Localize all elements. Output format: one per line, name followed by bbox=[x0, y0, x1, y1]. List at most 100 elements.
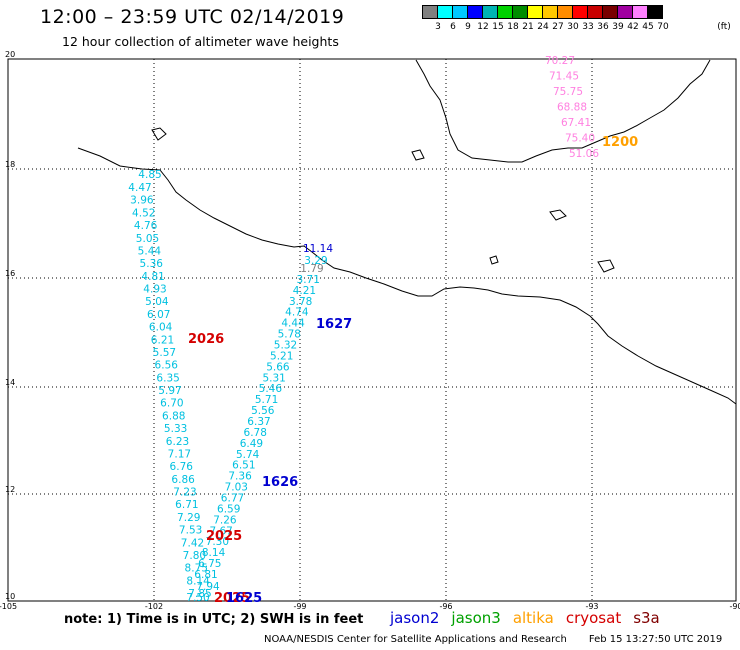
legend-s3a: s3a bbox=[633, 609, 660, 627]
coastline bbox=[77, 59, 737, 405]
overlap-track-labels: 4.85 11.143.29 7.947.50 bbox=[138, 169, 333, 604]
color-scale-label: 42 bbox=[627, 22, 639, 32]
wave-height-label: 5.97 bbox=[158, 385, 181, 397]
wave-height-label: 5.57 bbox=[153, 347, 176, 359]
island-5 bbox=[489, 255, 499, 265]
wave-height-label: 6.88 bbox=[162, 410, 185, 422]
island-2 bbox=[411, 149, 425, 161]
pass-time-label: 2026 bbox=[188, 332, 224, 347]
color-scale-label: 21 bbox=[522, 22, 534, 32]
longitude-tick-label: -90 bbox=[729, 602, 740, 611]
wave-height-label: 6.75 bbox=[198, 558, 221, 570]
wave-height-label: 7.17 bbox=[168, 448, 191, 460]
wave-height-label: 71.45 bbox=[549, 71, 579, 83]
wave-height-label: 6.49 bbox=[240, 438, 263, 450]
wave-height-label: 7.50 bbox=[186, 592, 209, 604]
wave-height-label: 5.56 bbox=[251, 405, 275, 417]
wave-height-label: 6.07 bbox=[147, 309, 170, 321]
wave-height-label: 3.29 bbox=[304, 255, 327, 267]
units-note: note: 1) Time is in UTC; 2) SWH is in fe… bbox=[64, 612, 364, 627]
pass-time-label: 2025 bbox=[214, 591, 250, 606]
latitude-tick-label: 10 bbox=[5, 592, 15, 601]
wave-height-label: 75.75 bbox=[553, 86, 583, 98]
color-scale-label: 12 bbox=[477, 22, 489, 32]
wave-height-label: 3.78 bbox=[289, 296, 312, 308]
color-scale-label: 30 bbox=[567, 22, 579, 32]
color-scale-label: 33 bbox=[582, 22, 594, 32]
wave-height-label: 6.77 bbox=[221, 493, 244, 505]
color-scale-label: 70 bbox=[657, 22, 669, 32]
wave-height-label: 6.23 bbox=[166, 436, 189, 448]
color-scale-label: 36 bbox=[597, 22, 609, 32]
wave-height-label: 7.80 bbox=[183, 550, 206, 562]
wave-height-label: 6.35 bbox=[156, 372, 179, 384]
color-scale-bar bbox=[422, 5, 663, 19]
color-scale-label: 15 bbox=[492, 22, 504, 32]
footer: NOAA/NESDIS Center for Satellite Applica… bbox=[242, 634, 722, 645]
wave-height-label: 7.29 bbox=[177, 512, 200, 524]
longitude-tick-label: -96 bbox=[439, 602, 452, 611]
wave-height-label: 6.59 bbox=[217, 503, 240, 515]
color-scale-label: 9 bbox=[465, 22, 471, 32]
wave-height-label: 5.46 bbox=[259, 383, 283, 395]
wave-height-label: 8.14 bbox=[202, 547, 226, 559]
footer-timestamp: Feb 15 13:27:50 UTC 2019 bbox=[588, 634, 723, 645]
color-scale-unit: (ft) bbox=[717, 22, 731, 32]
wave-height-label: 8.14 bbox=[186, 575, 210, 587]
latitude-tick-label: 14 bbox=[5, 378, 15, 387]
color-scale-label: 3 bbox=[435, 22, 441, 32]
wave-height-label: 6.76 bbox=[170, 461, 194, 473]
wave-height-label: 5.78 bbox=[278, 329, 301, 341]
wave-height-label: 1.79 bbox=[300, 263, 323, 275]
pass-time-label: 1625 bbox=[226, 591, 262, 606]
color-scale-label: 6 bbox=[450, 22, 456, 32]
wave-height-label: 7.67 bbox=[209, 525, 232, 537]
pass-time-label: 1626 bbox=[262, 475, 298, 490]
wave-height-label: 5.32 bbox=[274, 340, 297, 352]
pass-time-label: 1200 bbox=[602, 135, 638, 150]
wave-height-label: 51.06 bbox=[569, 148, 599, 160]
east-track-labels: 1.793.714.213.784.744.445.785.325.215.66… bbox=[194, 263, 323, 581]
color-scale-label: 24 bbox=[537, 22, 549, 32]
latitude-tick-label: 20 bbox=[5, 50, 15, 59]
wave-height-label: 6.56 bbox=[155, 360, 179, 372]
wave-height-label: 70.27 bbox=[545, 55, 575, 67]
wave-height-label: 3.71 bbox=[297, 274, 320, 286]
wave-height-label: 4.44 bbox=[281, 318, 305, 330]
latitude-tick-label: 18 bbox=[5, 160, 15, 169]
island-4 bbox=[597, 259, 615, 273]
color-scale-label: 18 bbox=[507, 22, 519, 32]
map-frame bbox=[7, 58, 737, 602]
map-subtitle: 12 hour collection of altimeter wave hei… bbox=[62, 34, 339, 49]
legend-altika: altika bbox=[512, 609, 554, 627]
wave-height-label: 7.26 bbox=[213, 514, 237, 526]
wave-height-label: 4.93 bbox=[143, 284, 166, 296]
wave-height-label: 6.51 bbox=[232, 460, 255, 472]
wave-height-label: 11.14 bbox=[303, 243, 333, 255]
wave-height-label: 7.03 bbox=[225, 482, 248, 494]
wave-height-label: 67.41 bbox=[561, 117, 591, 129]
pass-time-label: 1627 bbox=[316, 317, 352, 332]
longitude-tick-label: -93 bbox=[585, 602, 598, 611]
legend-jason2: jason2 bbox=[390, 609, 440, 627]
legend-cryosat: cryosat bbox=[565, 609, 622, 627]
longitude-tick-label: -102 bbox=[145, 602, 163, 611]
legend-jason3: jason3 bbox=[451, 609, 501, 627]
wave-height-label: 3.96 bbox=[130, 195, 154, 207]
wave-height-label: 4.81 bbox=[141, 271, 164, 283]
color-scale-label: 39 bbox=[612, 22, 624, 32]
satellite-legend: jason2 jason3 altika cryosat s3a bbox=[390, 609, 672, 627]
mexico-pacific-coastline bbox=[77, 147, 737, 405]
wave-height-label: 6.21 bbox=[151, 334, 174, 346]
wave-height-label: 75.40 bbox=[565, 133, 595, 145]
wave-height-label: 6.70 bbox=[160, 398, 183, 410]
island-1 bbox=[151, 127, 167, 141]
wave-height-label: 5.05 bbox=[136, 233, 159, 245]
wave-height-label: 6.37 bbox=[247, 416, 270, 428]
wave-height-label: 6.71 bbox=[175, 499, 198, 511]
latitude-tick-label: 16 bbox=[5, 269, 15, 278]
wave-height-label: 4.52 bbox=[132, 207, 155, 219]
wave-height-label: 7.23 bbox=[173, 487, 196, 499]
color-scale-cell bbox=[647, 5, 663, 19]
